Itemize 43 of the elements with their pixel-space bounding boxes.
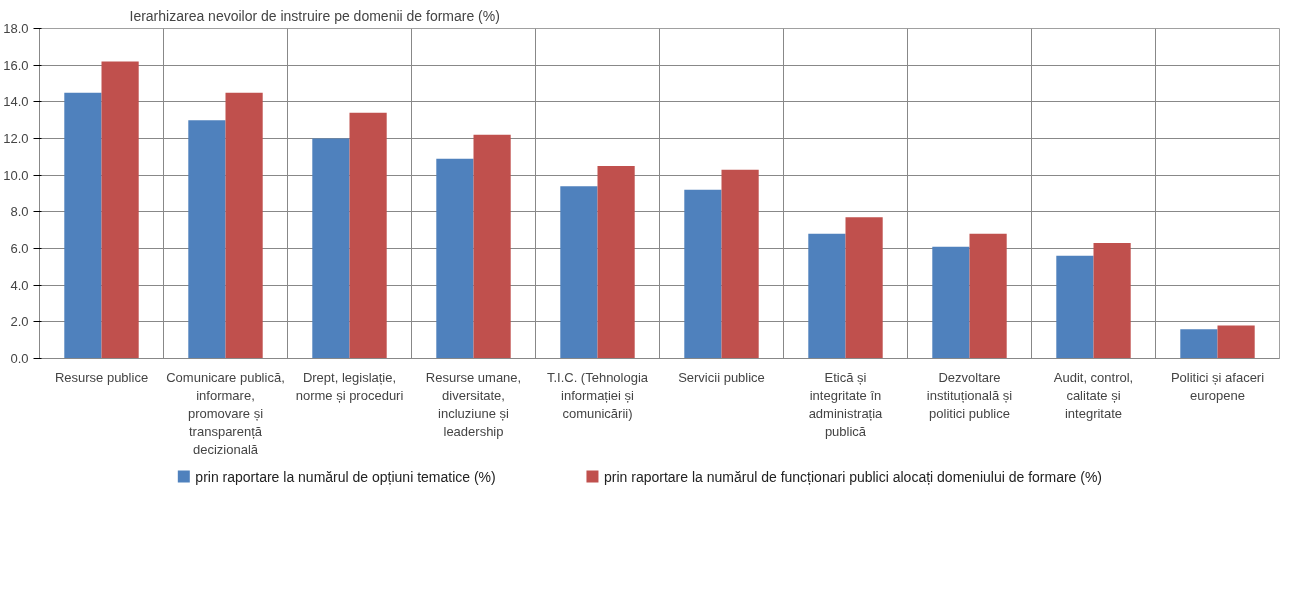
y-tick-label: 18.0	[3, 21, 29, 36]
bar	[1180, 329, 1218, 359]
bar	[225, 92, 263, 359]
y-tick-label: 4.0	[10, 277, 29, 293]
x-tick-label: Comunicare publică, informare, promovare și transparență decizională	[166, 369, 285, 457]
bar	[101, 61, 139, 359]
x-tick-label: T.I.C. (Tehnologia informației și comunicării)	[546, 369, 649, 421]
y-tick-label: 16.0	[3, 57, 29, 73]
bar	[932, 246, 970, 359]
bar	[1056, 255, 1094, 359]
bar	[64, 92, 102, 359]
x-tick-label: Audit, control, calitate și integritate	[1053, 369, 1134, 421]
x-tick-label: Servicii publice	[678, 369, 765, 385]
x-tick-label: Dezvoltare instituțională și politici publice	[926, 369, 1013, 421]
bar	[436, 158, 474, 359]
legend-label: prin raportare la numărul de opțiuni tematice (%)	[195, 468, 496, 485]
legend-label: prin raportare la numărul de funcționari publici alocați domeniului de formare (%)	[604, 468, 1103, 485]
bar	[969, 233, 1007, 359]
x-tick-label: Etică și integritate în administrația publică	[808, 369, 884, 439]
bar	[188, 120, 226, 359]
bar	[597, 166, 635, 359]
x-tick-label: Drept, legislație, norme și proceduri	[295, 369, 404, 403]
chart-title: Ierarhizarea nevoilor de instruire pe domenii de formare (%)	[129, 7, 500, 24]
x-tick-label: Resurse publice	[54, 369, 149, 385]
bar	[684, 189, 722, 359]
y-tick-label: 6.0	[10, 241, 29, 256]
y-tick-label: 14.0	[3, 94, 29, 110]
bar	[1217, 325, 1255, 359]
bar	[808, 233, 846, 359]
x-tick-label: Politici și afaceri europene	[1170, 369, 1265, 403]
bar	[560, 186, 598, 359]
bar	[312, 138, 350, 359]
y-tick-label: 0.0	[10, 351, 29, 366]
bar	[1093, 243, 1131, 359]
bar	[349, 112, 387, 359]
y-tick-label: 10.0	[3, 167, 29, 183]
y-tick-label: 2.0	[10, 314, 29, 330]
y-tick-label: 12.0	[3, 131, 29, 146]
bar	[473, 134, 511, 359]
y-tick-label: 8.0	[10, 204, 29, 220]
bar	[721, 169, 759, 359]
x-tick-label: Resurse umane, diversitate, incluziune și leadership	[425, 369, 522, 439]
bar	[845, 217, 883, 359]
